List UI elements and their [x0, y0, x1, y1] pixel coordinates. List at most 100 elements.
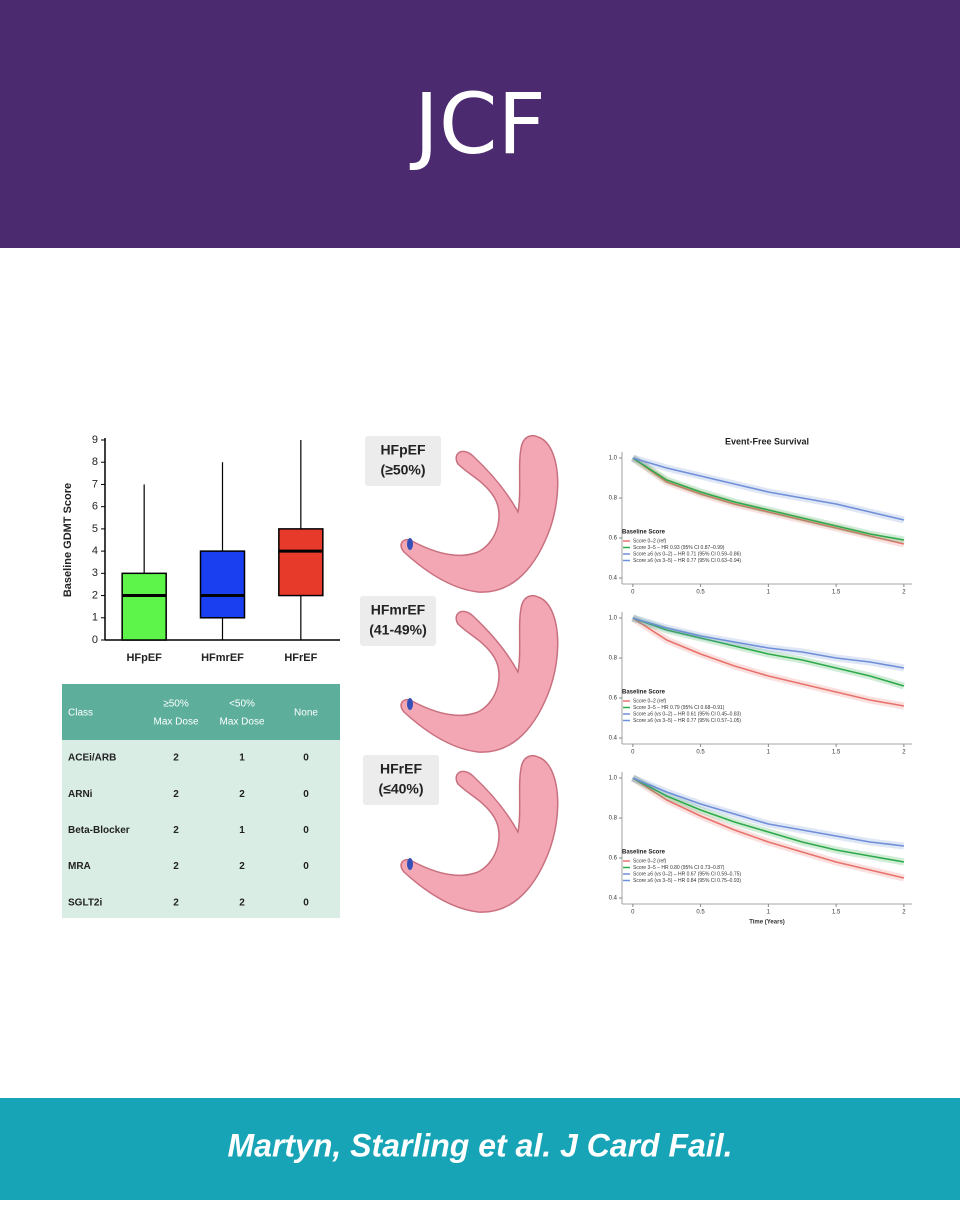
legend-label: Score ≥6 (vs 0–2) – HR 0.67 (95% CI 0.59… [633, 871, 741, 877]
legend-label: Score ≥6 (vs 3–5) – HR 0.77 (95% CI 0.57… [633, 718, 741, 724]
y-tick-label: 7 [92, 478, 98, 490]
x-tick-label: 0 [631, 590, 635, 596]
x-tick-label: HFpEF [126, 652, 162, 664]
heart-label: HFpEF [380, 442, 426, 458]
table-cell: 2 [173, 753, 179, 764]
x-tick-label: 0 [631, 910, 635, 916]
heart-label-box [360, 596, 436, 646]
x-tick-label: 1.5 [832, 590, 841, 596]
y-tick-label: 0.4 [609, 896, 618, 902]
legend-label: Score 0–2 (ref) [633, 858, 667, 864]
y-tick-label: 1.0 [609, 456, 618, 462]
y-tick-label: 2 [92, 589, 98, 601]
heart [400, 754, 559, 913]
table-cell: 0 [303, 825, 309, 836]
y-tick-label: 1 [92, 612, 98, 624]
legend-title: Baseline Score [622, 530, 666, 536]
x-tick-label: HFrEF [284, 652, 317, 664]
x-tick-label: 1 [767, 590, 771, 596]
y-tick-label: 5 [92, 523, 98, 535]
survival-line [632, 777, 905, 863]
box [121, 572, 167, 641]
x-tick-label: 2 [902, 590, 906, 596]
heart-label: HFmrEF [371, 602, 426, 618]
table-cell: MRA [68, 861, 91, 872]
y-tick-label: 0.8 [609, 496, 618, 502]
table-cell: ACEi/ARB [68, 753, 116, 764]
y-tick-label: 4 [92, 545, 98, 557]
y-tick-label: 0.8 [609, 656, 618, 662]
y-tick-label: 8 [92, 456, 98, 468]
legend-label: Score ≥6 (vs 3–5) – HR 0.84 (95% CI 0.75… [633, 878, 741, 884]
x-tick-label: HFmrEF [201, 652, 244, 664]
table-cell: 0 [303, 789, 309, 800]
box [278, 528, 324, 597]
table-header-cell: None [294, 708, 318, 719]
y-tick-label: 1.0 [609, 776, 618, 782]
legend-label: Score 3–5 – HR 0.80 (95% CI 0.73–0.87) [633, 865, 725, 871]
survival-line [632, 777, 905, 879]
legend-label: Score 0–2 (ref) [633, 538, 667, 544]
table-cell: 2 [173, 825, 179, 836]
x-tick-label: 0.5 [696, 750, 705, 756]
header-title: JCF [409, 75, 546, 173]
legend-title: Baseline Score [622, 690, 666, 696]
heart-label-box [365, 436, 441, 486]
legend-title: Baseline Score [622, 850, 666, 856]
survival-line [632, 617, 905, 669]
footer-citation: Martyn, Starling et al. J Card Fail. [227, 1127, 732, 1163]
x-tick-label: 1.5 [832, 910, 841, 916]
legend-label: Score 0–2 (ref) [633, 698, 667, 704]
chart-title: Event-Free Survival [725, 436, 809, 446]
table-cell: 2 [239, 897, 245, 908]
y-tick-label: 0.6 [609, 856, 618, 862]
heart-illustrations [400, 434, 559, 913]
table-cell: SGLT2i [68, 897, 102, 908]
footer-band [0, 1098, 960, 1200]
survival-line [632, 777, 904, 847]
legend-label: Score ≥6 (vs 3–5) – HR 0.77 (95% CI 0.63… [633, 558, 741, 564]
table-header-cell: ≥50% [163, 699, 189, 710]
y-tick-label: 0.8 [609, 816, 618, 822]
heart-label: (≤40%) [378, 781, 423, 797]
survival-line [632, 617, 905, 707]
y-tick-label: 0.4 [609, 576, 618, 582]
table-header [62, 684, 340, 740]
y-tick-label: 0 [92, 634, 98, 646]
table-cell: 1 [239, 825, 245, 836]
y-axis-label: Baseline GDMT Score [62, 483, 74, 597]
table-header-cell: Max Dose [219, 717, 264, 728]
y-tick-label: 0.4 [609, 736, 618, 742]
survival-line [632, 457, 905, 545]
heart-label: (≥50%) [380, 462, 425, 478]
x-tick-label: 2 [902, 910, 906, 916]
table-cell: Beta-Blocker [68, 825, 130, 836]
legend-label: Score ≥6 (vs 0–2) – HR 0.71 (95% CI 0.59… [633, 551, 741, 557]
y-tick-label: 9 [92, 434, 98, 446]
table-cell: 2 [239, 789, 245, 800]
legend-label: Score 3–5 – HR 0.93 (95% CI 0.87–0.99) [633, 545, 725, 551]
y-tick-label: 0.6 [609, 696, 618, 702]
table-cell: 2 [173, 789, 179, 800]
x-tick-label: 0.5 [696, 590, 705, 596]
y-tick-label: 6 [92, 501, 98, 513]
x-tick-label: 1.5 [832, 750, 841, 756]
survival-line [632, 457, 905, 521]
table-cell: 2 [239, 861, 245, 872]
heart-label: HFrEF [380, 761, 422, 777]
table-cell: 0 [303, 861, 309, 872]
table-cell: 1 [239, 753, 245, 764]
x-axis-label: Time (Years) [749, 920, 785, 926]
heart-label: (41-49%) [369, 622, 427, 638]
header-band [0, 0, 960, 248]
heart-label-box [363, 755, 439, 805]
survival-line [632, 457, 905, 541]
table-cell: 2 [173, 897, 179, 908]
y-tick-label: 1.0 [609, 616, 618, 622]
table-cell: ARNi [68, 789, 93, 800]
table-header-cell: <50% [229, 699, 255, 710]
table-cell: 2 [173, 861, 179, 872]
x-tick-label: 1 [767, 750, 771, 756]
